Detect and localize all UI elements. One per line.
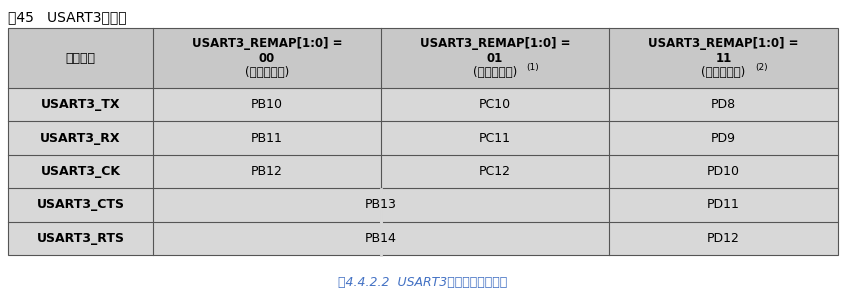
Bar <box>8 121 153 155</box>
Text: (部分重映像): (部分重映像) <box>473 66 517 79</box>
Text: PB12: PB12 <box>251 165 283 178</box>
Bar <box>609 222 838 255</box>
Text: USART3_RTS: USART3_RTS <box>36 232 124 245</box>
Bar <box>153 188 609 222</box>
Bar <box>381 121 609 155</box>
Bar <box>8 222 153 255</box>
Text: PB11: PB11 <box>251 132 283 144</box>
Bar <box>381 28 609 88</box>
Text: PD11: PD11 <box>707 198 740 211</box>
Bar <box>381 155 609 188</box>
Text: USART3_REMAP[1:0] =: USART3_REMAP[1:0] = <box>648 37 799 50</box>
Text: (没有重映像): (没有重映像) <box>244 66 289 79</box>
Text: PD10: PD10 <box>707 165 740 178</box>
Text: 01: 01 <box>487 51 503 64</box>
Text: 表45   USART3重映像: 表45 USART3重映像 <box>8 10 127 24</box>
Text: (1): (1) <box>526 63 540 72</box>
Text: 图4.4.2.2  USART3重映射管脚对应表: 图4.4.2.2 USART3重映射管脚对应表 <box>338 276 508 289</box>
Bar <box>381 88 609 121</box>
Text: 00: 00 <box>259 51 275 64</box>
Text: USART3_CK: USART3_CK <box>41 165 120 178</box>
Text: PD8: PD8 <box>711 98 736 111</box>
Bar <box>609 28 838 88</box>
Bar <box>8 155 153 188</box>
Bar <box>8 88 153 121</box>
Bar <box>153 121 381 155</box>
Bar <box>609 188 838 222</box>
Text: PC10: PC10 <box>479 98 511 111</box>
Text: USART3_TX: USART3_TX <box>41 98 120 111</box>
Bar <box>8 28 153 88</box>
Text: (2): (2) <box>755 63 768 72</box>
Text: 11: 11 <box>716 51 732 64</box>
Text: PC11: PC11 <box>479 132 511 144</box>
Text: USART3_RX: USART3_RX <box>41 132 121 144</box>
Text: PD12: PD12 <box>707 232 740 245</box>
Bar <box>153 222 609 255</box>
Text: USART3_REMAP[1:0] =: USART3_REMAP[1:0] = <box>420 37 570 50</box>
Text: PC12: PC12 <box>479 165 511 178</box>
Text: PB14: PB14 <box>365 232 397 245</box>
Text: USART3_REMAP[1:0] =: USART3_REMAP[1:0] = <box>192 37 343 50</box>
Text: PB13: PB13 <box>365 198 397 211</box>
Bar <box>153 155 381 188</box>
Bar <box>8 28 838 255</box>
Text: USART3_CTS: USART3_CTS <box>36 198 124 211</box>
Text: 复用功能: 复用功能 <box>65 51 96 64</box>
Bar <box>609 155 838 188</box>
Bar <box>8 188 153 222</box>
Text: PB10: PB10 <box>251 98 283 111</box>
Text: (完全重映像): (完全重映像) <box>701 66 745 79</box>
Bar <box>609 88 838 121</box>
Bar <box>153 88 381 121</box>
Bar <box>153 28 381 88</box>
Bar <box>609 121 838 155</box>
Text: PD9: PD9 <box>711 132 736 144</box>
